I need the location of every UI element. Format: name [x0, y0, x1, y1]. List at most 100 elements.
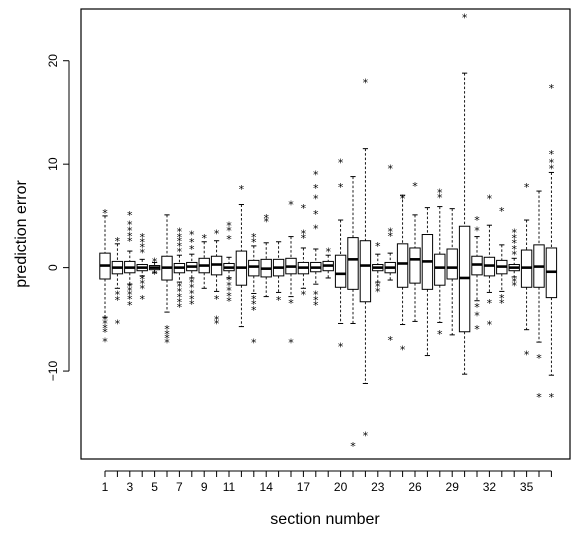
box-section-17: **** — [297, 202, 310, 302]
outlier-point: * — [400, 344, 406, 357]
outlier-point: * — [226, 295, 232, 308]
box-section-27 — [421, 207, 434, 357]
outlier-point: * — [127, 285, 133, 298]
y-tick-label: 20 — [46, 54, 60, 68]
box-section-3: ********** — [124, 209, 136, 312]
outlier-point: * — [127, 230, 133, 243]
outlier-point: * — [301, 202, 307, 215]
outlier-point: * — [226, 274, 232, 287]
iqr-box — [359, 240, 372, 303]
iqr-box — [334, 254, 347, 288]
outlier-point: * — [226, 233, 232, 246]
outlier-point: * — [524, 181, 530, 194]
box-section-25: ** — [396, 193, 409, 357]
outlier-point: * — [177, 240, 183, 253]
box-section-12: * — [235, 183, 248, 328]
box-section-20: * * * — [334, 156, 347, 353]
outlier-point: * — [437, 328, 443, 341]
outlier-point: * — [511, 279, 517, 292]
plot-frame — [80, 8, 571, 460]
outlier-point: * — [288, 199, 294, 212]
y-axis-title: prediction error — [13, 180, 30, 288]
box-section-34: ******* — [508, 227, 520, 292]
outlier-point: * — [102, 326, 108, 339]
outlier-point: * — [536, 352, 542, 365]
outlier-point: * — [189, 276, 195, 289]
box-section-30: * — [458, 11, 471, 375]
outlier-point: * — [139, 246, 145, 259]
outlier-point: * — [549, 156, 555, 169]
iqr-box — [446, 248, 458, 280]
x-tick-label: 20 — [334, 480, 348, 494]
outlier-point: * — [164, 336, 170, 349]
outlier-point: * — [102, 322, 108, 335]
outlier-point: * — [511, 275, 517, 288]
outlier-point: * — [177, 291, 183, 304]
outlier-point: * — [189, 288, 195, 301]
x-tick-label: 9 — [201, 480, 208, 494]
outlier-point: * — [251, 336, 257, 349]
box-section-33: *** — [496, 205, 508, 310]
box-section-26: * — [409, 180, 421, 322]
outlier-point: * — [251, 298, 257, 311]
outlier-point: * — [511, 248, 517, 261]
iqr-box — [248, 259, 260, 277]
box-section-8: ******** — [186, 229, 198, 311]
outlier-point: * — [263, 212, 269, 225]
outlier-point: * — [536, 391, 542, 404]
x-tick-label: 17 — [297, 480, 311, 494]
outlier-point: * — [251, 231, 257, 244]
box-section-5: ** — [148, 256, 161, 281]
box-section-11: ******** — [223, 219, 235, 308]
outlier-point: * — [139, 231, 145, 244]
x-tick-label: 29 — [446, 480, 460, 494]
outlier-point: * — [487, 319, 493, 332]
outlier-point: * — [115, 318, 121, 331]
x-tick-label: 14 — [260, 480, 274, 494]
outlier-point: * — [474, 323, 480, 336]
outlier-point: * — [350, 440, 356, 453]
outlier-point: * — [263, 215, 269, 228]
outlier-point: * — [313, 182, 319, 195]
outlier-point: * — [412, 180, 418, 193]
outlier-point: * — [375, 286, 381, 299]
outlier-point: * — [102, 207, 108, 220]
box-section-22: ** — [359, 77, 372, 442]
outlier-point: * — [313, 299, 319, 312]
outlier-point: * — [139, 273, 145, 286]
outlier-point: * — [226, 225, 232, 238]
outlier-point: * — [127, 218, 133, 231]
iqr-box — [434, 253, 446, 286]
outlier-point: * — [239, 183, 245, 196]
outlier-point: * — [549, 163, 555, 176]
outlier-point: * — [387, 226, 393, 239]
x-axis: 1 3 5 7 9 11 14 17 20 23 26 29 32 35 — [102, 470, 552, 494]
box-section-9: * — [198, 232, 210, 289]
outlier-point: * — [301, 232, 307, 245]
outlier-point: * — [214, 293, 220, 306]
outlier-point: * — [139, 236, 145, 249]
outlier-point: * — [313, 193, 319, 206]
outlier-point: * — [127, 299, 133, 312]
outlier-point: * — [375, 240, 381, 253]
outlier-point: * — [251, 236, 257, 249]
x-tick-label: 35 — [520, 480, 534, 494]
outlier-point: * — [102, 318, 108, 331]
outlier-point: * — [214, 314, 220, 327]
outlier-point: * — [115, 294, 121, 307]
outlier-point: * — [325, 245, 331, 258]
outlier-point: * — [152, 268, 158, 281]
outlier-point: * — [549, 148, 555, 161]
outlier-point: * — [189, 229, 195, 242]
x-axis-title: section number — [270, 511, 380, 528]
box-section-13: ****** — [248, 231, 260, 349]
outlier-point: * — [139, 283, 145, 296]
x-tick-label: 11 — [223, 480, 236, 494]
outlier-point: * — [511, 227, 517, 240]
outlier-point: * — [152, 256, 158, 269]
outlier-point: * — [127, 209, 133, 222]
outlier-point: * — [164, 332, 170, 345]
outlier-point: * — [549, 391, 555, 404]
outlier-point: * — [474, 214, 480, 227]
box-section-24: **** — [384, 163, 396, 347]
